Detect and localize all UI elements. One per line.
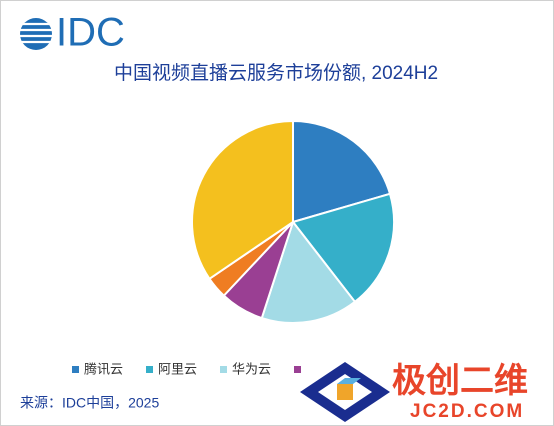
- legend-label: 华为云: [232, 361, 271, 376]
- legend-label: 阿里云: [158, 361, 197, 376]
- logo-text: IDC: [56, 11, 125, 55]
- legend-marker: [220, 366, 227, 373]
- watermark-title: 极创二维: [392, 362, 528, 400]
- watermark-url: JC2D.COM: [410, 401, 524, 422]
- legend-label: 腾讯云: [84, 361, 123, 376]
- pie-slice: [292, 119, 392, 224]
- pie-slice: [191, 119, 294, 281]
- pie-slice: [291, 192, 395, 304]
- legend-marker: [72, 366, 79, 373]
- chart-title: 中国视频直播云服务市场份额, 2024H2: [114, 62, 438, 84]
- legend-marker: [146, 366, 153, 373]
- watermark: 极创二维 JC2D.COM: [300, 362, 528, 422]
- logo-globe: [18, 18, 54, 50]
- legend-marker: [294, 366, 301, 373]
- source: 来源：IDC中国，2025: [20, 395, 159, 411]
